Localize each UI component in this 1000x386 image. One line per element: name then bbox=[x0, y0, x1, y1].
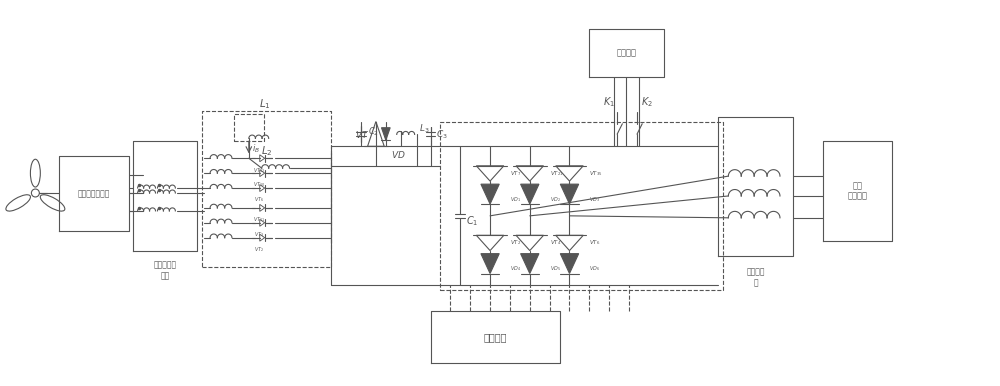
Text: $C_3$: $C_3$ bbox=[436, 128, 448, 141]
Text: $L_3$: $L_3$ bbox=[419, 122, 429, 135]
Text: $VT_4$: $VT_4$ bbox=[550, 239, 561, 247]
Ellipse shape bbox=[40, 195, 65, 211]
Text: $VT_{6}$: $VT_{6}$ bbox=[254, 195, 264, 204]
Text: $VD_4$: $VD_4$ bbox=[510, 264, 521, 273]
Polygon shape bbox=[481, 184, 499, 204]
Text: 触发电路: 触发电路 bbox=[483, 332, 507, 342]
Text: $VT_{35}$: $VT_{35}$ bbox=[589, 169, 603, 178]
Polygon shape bbox=[381, 128, 390, 140]
Text: $VT_{11}$: $VT_{11}$ bbox=[253, 215, 265, 224]
Ellipse shape bbox=[30, 159, 40, 187]
Text: $C_1$: $C_1$ bbox=[466, 214, 479, 228]
Text: $VT_{3}$: $VT_{3}$ bbox=[254, 230, 264, 239]
Text: $VD_2$: $VD_2$ bbox=[550, 195, 561, 204]
Text: $VD$: $VD$ bbox=[391, 149, 405, 160]
Text: $VD_5$: $VD_5$ bbox=[550, 264, 561, 273]
Text: $VT_{12}$: $VT_{12}$ bbox=[253, 166, 265, 174]
Text: $L_1$: $L_1$ bbox=[259, 97, 271, 111]
Text: 本地
交流负载: 本地 交流负载 bbox=[847, 181, 867, 201]
Text: $VT_{21}$: $VT_{21}$ bbox=[550, 169, 563, 178]
Polygon shape bbox=[481, 254, 499, 274]
Text: $VT_6$: $VT_6$ bbox=[589, 239, 601, 247]
Text: $VD_1$: $VD_1$ bbox=[510, 195, 521, 204]
Text: $VT$: $VT$ bbox=[355, 129, 369, 140]
Polygon shape bbox=[521, 254, 539, 274]
Text: $L_2$: $L_2$ bbox=[261, 144, 272, 158]
Polygon shape bbox=[521, 184, 539, 204]
Ellipse shape bbox=[6, 195, 30, 211]
Text: $C_2$: $C_2$ bbox=[368, 126, 379, 138]
Text: $K_2$: $K_2$ bbox=[641, 95, 653, 108]
Text: $K_{1}$: $K_{1}$ bbox=[603, 95, 615, 108]
Text: 三相滤波
器: 三相滤波 器 bbox=[746, 267, 765, 287]
Text: $VD_3$: $VD_3$ bbox=[589, 195, 600, 204]
Polygon shape bbox=[560, 184, 579, 204]
Text: 蓄电池组: 蓄电池组 bbox=[617, 49, 637, 58]
Polygon shape bbox=[560, 254, 579, 274]
Text: $VT_7$: $VT_7$ bbox=[510, 169, 521, 178]
Text: $VD_6$: $VD_6$ bbox=[589, 264, 600, 273]
Text: 永磁同步发电机: 永磁同步发电机 bbox=[78, 189, 110, 198]
Text: $VT_{2}$: $VT_{2}$ bbox=[254, 245, 264, 254]
Text: $VT_{10}$: $VT_{10}$ bbox=[253, 181, 265, 190]
Text: $i_B$: $i_B$ bbox=[252, 142, 260, 154]
Text: 有源电力滤
波器: 有源电力滤 波器 bbox=[153, 261, 176, 280]
Text: $VT_2$: $VT_2$ bbox=[510, 239, 521, 247]
